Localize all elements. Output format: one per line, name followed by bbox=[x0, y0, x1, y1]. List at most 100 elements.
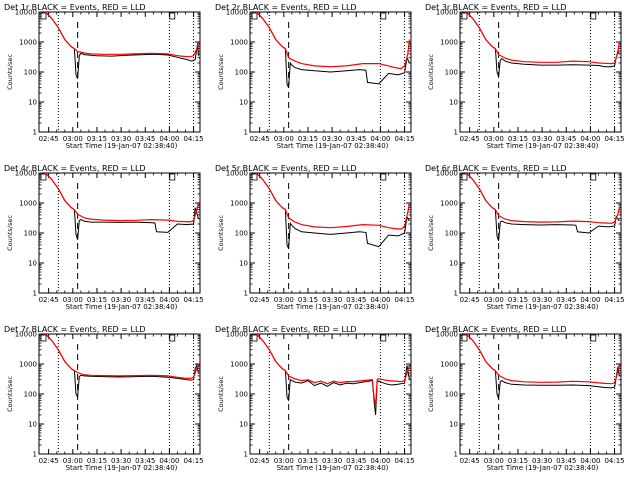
x-tick-label: 04:00 bbox=[159, 457, 179, 465]
x-tick-label: 03:15 bbox=[298, 135, 318, 143]
events-series-line bbox=[254, 12, 410, 88]
y-axis-label: Counts/sec bbox=[217, 215, 225, 251]
x-tick-label: 02:45 bbox=[39, 296, 59, 304]
x-tick-label: 04:15 bbox=[604, 296, 624, 304]
y-tick-label: 10 bbox=[28, 99, 37, 107]
y-axis-label: Counts/sec bbox=[217, 376, 225, 412]
x-tick-label: 03:15 bbox=[87, 457, 107, 465]
events-series-line bbox=[254, 334, 410, 416]
x-tick-label: 03:15 bbox=[508, 296, 528, 304]
x-tick-label: 03:00 bbox=[63, 296, 83, 304]
y-tick-label: 10 bbox=[449, 421, 458, 429]
x-tick-label: 03:45 bbox=[556, 457, 576, 465]
axis-box bbox=[249, 172, 412, 294]
flag-box-marker bbox=[169, 173, 176, 181]
y-axis-label: Counts/sec bbox=[427, 376, 435, 412]
panel-det-8r: Det 8r BLACK = Events, RED = LLD 1 10 100 10… bbox=[215, 325, 415, 472]
lld-series-line bbox=[254, 334, 410, 407]
y-tick-label: 1 bbox=[454, 290, 458, 298]
y-tick-label: 10 bbox=[239, 421, 248, 429]
panel-det-6r: Det 6r BLACK = Events, RED = LLD 1 10 100 10… bbox=[425, 164, 625, 311]
x-tick-label: 03:30 bbox=[322, 135, 342, 143]
panel-det-1r: Det 1r BLACK = Events, RED = LLD 1 10 100 10… bbox=[4, 3, 204, 150]
y-axis-label: Counts/sec bbox=[6, 54, 14, 90]
x-tick-label: 02:45 bbox=[460, 135, 480, 143]
x-tick-label: 04:00 bbox=[370, 457, 390, 465]
panel-title: Det 5r BLACK = Events, RED = LLD bbox=[215, 164, 357, 173]
y-axis-label: Counts/sec bbox=[6, 215, 14, 251]
y-tick-label: 1 bbox=[244, 129, 248, 137]
y-tick-label: 1 bbox=[244, 451, 248, 459]
x-tick-label: 03:15 bbox=[298, 457, 318, 465]
axis-box bbox=[38, 172, 201, 294]
axis-box bbox=[459, 11, 622, 133]
y-tick-label: 1000 bbox=[230, 39, 248, 47]
panel-det-4r: Det 4r BLACK = Events, RED = LLD 1 10 100 10… bbox=[4, 164, 204, 311]
y-tick-label: 1000 bbox=[19, 361, 37, 369]
x-tick-label: 04:00 bbox=[159, 296, 179, 304]
flag-box-marker bbox=[461, 12, 468, 20]
x-tick-label: 03:45 bbox=[346, 457, 366, 465]
x-tick-label: 03:45 bbox=[135, 296, 155, 304]
y-tick-label: 10000 bbox=[226, 331, 248, 339]
x-tick-label: 03:00 bbox=[274, 457, 294, 465]
x-axis-label: Start Time (19-Jan-07 02:38:40) bbox=[66, 303, 178, 311]
x-tick-label: 02:45 bbox=[250, 457, 270, 465]
flag-box-marker bbox=[590, 173, 597, 181]
x-tick-label: 04:15 bbox=[183, 296, 203, 304]
flag-box-marker bbox=[380, 173, 387, 181]
axis-box bbox=[459, 172, 622, 294]
x-tick-label: 03:15 bbox=[298, 296, 318, 304]
x-tick-label: 03:00 bbox=[274, 135, 294, 143]
y-tick-label: 10 bbox=[449, 99, 458, 107]
x-tick-label: 04:15 bbox=[183, 135, 203, 143]
x-tick-label: 02:45 bbox=[460, 296, 480, 304]
y-tick-label: 10000 bbox=[436, 170, 458, 178]
flag-box-marker bbox=[590, 334, 597, 342]
x-tick-label: 03:30 bbox=[532, 135, 552, 143]
lld-series-line bbox=[464, 173, 620, 224]
y-tick-label: 10 bbox=[449, 260, 458, 268]
x-tick-label: 03:15 bbox=[508, 135, 528, 143]
y-tick-label: 1000 bbox=[440, 200, 458, 208]
x-tick-label: 02:45 bbox=[39, 135, 59, 143]
x-axis-label: Start Time (19-Jan-07 02:38:40) bbox=[487, 303, 599, 311]
y-axis-label: Counts/sec bbox=[217, 54, 225, 90]
x-tick-label: 03:00 bbox=[63, 135, 83, 143]
panel-det-5r: Det 5r BLACK = Events, RED = LLD 1 10 100 10… bbox=[215, 164, 415, 311]
x-tick-label: 03:00 bbox=[274, 296, 294, 304]
y-tick-label: 100 bbox=[445, 391, 458, 399]
x-tick-label: 04:15 bbox=[394, 296, 414, 304]
x-tick-label: 03:45 bbox=[135, 457, 155, 465]
y-tick-label: 100 bbox=[235, 230, 248, 238]
flag-box-marker bbox=[251, 12, 258, 20]
panel-det-9r: Det 9r BLACK = Events, RED = LLD 1 10 100 10… bbox=[425, 325, 625, 472]
axis-box bbox=[38, 333, 201, 455]
y-tick-label: 1000 bbox=[19, 200, 37, 208]
x-tick-label: 04:15 bbox=[183, 457, 203, 465]
axis-box bbox=[459, 333, 622, 455]
events-series-line bbox=[43, 12, 199, 79]
panel-det-7r: Det 7r BLACK = Events, RED = LLD 1 10 100 10… bbox=[4, 325, 204, 472]
x-tick-label: 03:15 bbox=[508, 457, 528, 465]
y-axis-label: Counts/sec bbox=[427, 54, 435, 90]
x-tick-label: 02:45 bbox=[250, 135, 270, 143]
y-tick-label: 1 bbox=[33, 129, 37, 137]
x-tick-label: 03:00 bbox=[63, 457, 83, 465]
panel-title: Det 1r BLACK = Events, RED = LLD bbox=[4, 3, 146, 12]
events-series-line bbox=[254, 173, 410, 249]
lld-series-line bbox=[464, 12, 620, 65]
x-tick-label: 04:00 bbox=[580, 135, 600, 143]
x-tick-label: 04:00 bbox=[580, 457, 600, 465]
lld-series-line bbox=[464, 334, 620, 385]
flag-box-marker bbox=[461, 334, 468, 342]
x-axis-label: Start Time (19-Jan-07 02:38:40) bbox=[487, 464, 599, 472]
panel-title: Det 2r BLACK = Events, RED = LLD bbox=[215, 3, 357, 12]
flag-box-marker bbox=[251, 173, 258, 181]
x-tick-label: 03:15 bbox=[87, 296, 107, 304]
panel-det-2r: Det 2r BLACK = Events, RED = LLD 1 10 100 10… bbox=[215, 3, 415, 150]
y-tick-label: 1000 bbox=[440, 39, 458, 47]
x-tick-label: 03:00 bbox=[484, 457, 504, 465]
x-tick-label: 04:00 bbox=[159, 135, 179, 143]
y-tick-label: 10000 bbox=[436, 9, 458, 17]
